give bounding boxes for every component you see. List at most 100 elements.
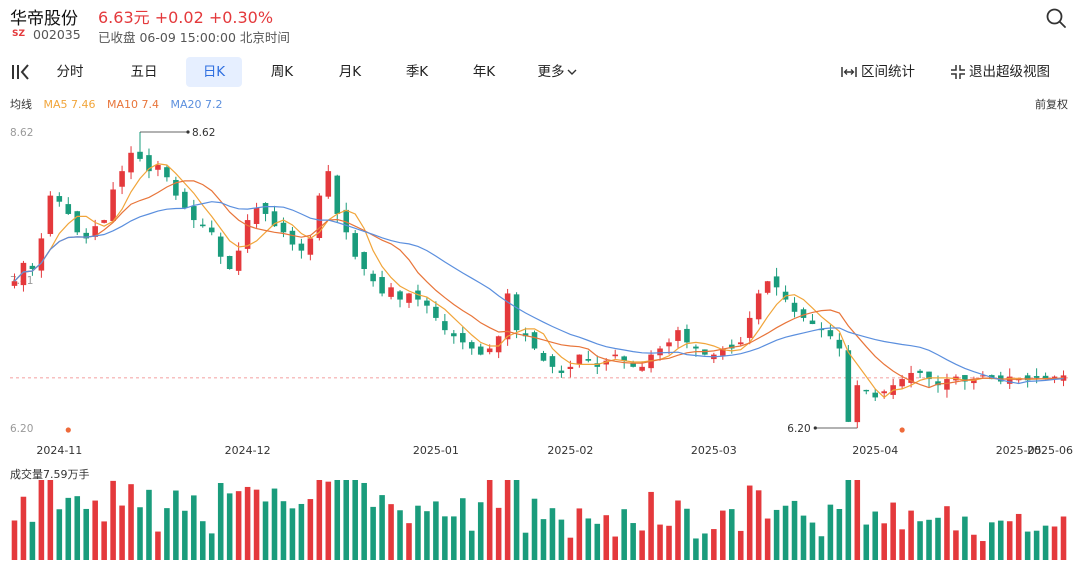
tab-intraday[interactable]: 分时 bbox=[56, 64, 84, 80]
volume-bar bbox=[173, 490, 179, 560]
volume-bar bbox=[953, 530, 959, 560]
volume-bar bbox=[262, 501, 269, 560]
volume-bar bbox=[20, 496, 27, 560]
volume-bar bbox=[702, 533, 708, 560]
ma20-value: MA20 7.2 bbox=[170, 98, 223, 111]
candle-body bbox=[872, 392, 879, 398]
candle-body bbox=[208, 227, 215, 233]
candle-body bbox=[379, 277, 385, 294]
volume-bar bbox=[908, 510, 914, 560]
candle-body bbox=[863, 389, 870, 392]
volume-bar bbox=[486, 480, 493, 560]
period-switch-icon[interactable] bbox=[10, 62, 32, 82]
candle-body bbox=[388, 287, 394, 297]
candle-body bbox=[1006, 376, 1013, 384]
volume-bar bbox=[522, 532, 529, 560]
volume-bar bbox=[746, 485, 753, 560]
volume-bar bbox=[155, 531, 161, 560]
high-annotation-label: 8.62 bbox=[192, 127, 215, 139]
volume-bar bbox=[971, 534, 977, 560]
volume-bar bbox=[397, 510, 403, 560]
tab-more[interactable]: 更多 bbox=[528, 57, 586, 87]
candle-body bbox=[468, 342, 475, 349]
candle-body bbox=[235, 250, 242, 271]
volume-bar bbox=[1033, 530, 1040, 560]
candle-body bbox=[612, 354, 618, 357]
volume-bar bbox=[477, 502, 484, 560]
tab-weekly-k[interactable]: 周K bbox=[270, 64, 294, 80]
candle-body bbox=[352, 233, 358, 257]
volume-bar bbox=[612, 536, 618, 560]
volume-bar bbox=[29, 521, 36, 560]
candle-body bbox=[1033, 376, 1040, 378]
candle-body bbox=[540, 352, 547, 361]
volume-bar bbox=[1015, 513, 1022, 560]
candle-body bbox=[191, 206, 197, 221]
volume-bar bbox=[128, 484, 134, 560]
candle-body bbox=[666, 342, 672, 347]
volume-bar bbox=[119, 505, 125, 560]
candle-body bbox=[693, 346, 699, 349]
volume-bar bbox=[164, 508, 170, 560]
candle-body bbox=[899, 379, 905, 387]
candle-body bbox=[657, 348, 663, 356]
volume-bar bbox=[83, 508, 89, 560]
volume-bar bbox=[594, 523, 601, 560]
candle-body bbox=[397, 291, 403, 300]
ma-legend: 均线 MA5 7.46 MA10 7.4 MA20 7.2 bbox=[10, 96, 231, 112]
candle-body bbox=[513, 294, 520, 331]
volume-bar bbox=[863, 524, 870, 560]
volume-bar bbox=[827, 504, 834, 560]
x-tick-label: 2024-12 bbox=[225, 444, 271, 457]
search-icon[interactable] bbox=[1044, 6, 1068, 30]
volume-bar bbox=[56, 509, 63, 560]
volume-bar bbox=[809, 522, 816, 560]
exit-super-view-button[interactable]: 退出超级视图 bbox=[950, 57, 1050, 87]
volume-bar bbox=[989, 522, 995, 560]
volume-bar bbox=[630, 523, 636, 560]
candle-body bbox=[720, 348, 726, 356]
candle-body bbox=[585, 359, 592, 361]
tab-daily-k[interactable]: 日K bbox=[186, 57, 242, 87]
volume-bar bbox=[271, 488, 278, 560]
candle-body bbox=[289, 230, 296, 245]
range-stats-button[interactable]: 区间统计 bbox=[840, 57, 915, 87]
adjust-mode-label[interactable]: 前复权 bbox=[1035, 98, 1068, 111]
x-tick-label: 2025-03 bbox=[691, 444, 737, 457]
y-label-low: 6.20 bbox=[10, 423, 33, 435]
ma5-value: MA5 7.46 bbox=[43, 98, 96, 111]
volume-bar bbox=[146, 489, 152, 560]
candle-body bbox=[1051, 376, 1058, 378]
stock-name: 华帝股份 bbox=[10, 9, 78, 29]
candle-body bbox=[128, 152, 134, 173]
volume-bar bbox=[558, 519, 565, 560]
kline-chart[interactable]: 8.627.416.208.626.202024-112024-122025-0… bbox=[0, 118, 1080, 463]
volume-bar bbox=[648, 491, 654, 560]
tab-yearly-k[interactable]: 年K bbox=[472, 64, 496, 80]
volume-bar bbox=[576, 508, 583, 560]
volume-bar bbox=[280, 501, 287, 560]
candle-body bbox=[971, 379, 977, 384]
volume-bar bbox=[737, 530, 744, 560]
candle-body bbox=[325, 171, 332, 197]
candle-body bbox=[836, 339, 843, 349]
volume-bar bbox=[1042, 525, 1049, 560]
volume-bar bbox=[379, 495, 385, 560]
candle-body bbox=[684, 328, 690, 343]
volume-bar bbox=[504, 480, 511, 560]
volume-bar bbox=[433, 501, 439, 560]
volume-bar bbox=[415, 505, 421, 560]
volume-bar bbox=[666, 525, 672, 560]
candle-body bbox=[280, 222, 287, 233]
tab-quarterly-k[interactable]: 季K bbox=[405, 64, 429, 80]
candle-body bbox=[199, 224, 206, 227]
volume-bar bbox=[845, 480, 852, 560]
tab-monthly-k[interactable]: 月K bbox=[338, 64, 362, 80]
tab-five-day[interactable]: 五日 bbox=[130, 64, 158, 80]
volume-bar bbox=[137, 507, 143, 560]
volume-bar bbox=[334, 480, 341, 560]
volume-bar bbox=[253, 489, 260, 560]
candle-body bbox=[737, 342, 744, 345]
candle-body bbox=[119, 171, 125, 187]
candle-body bbox=[944, 379, 950, 390]
